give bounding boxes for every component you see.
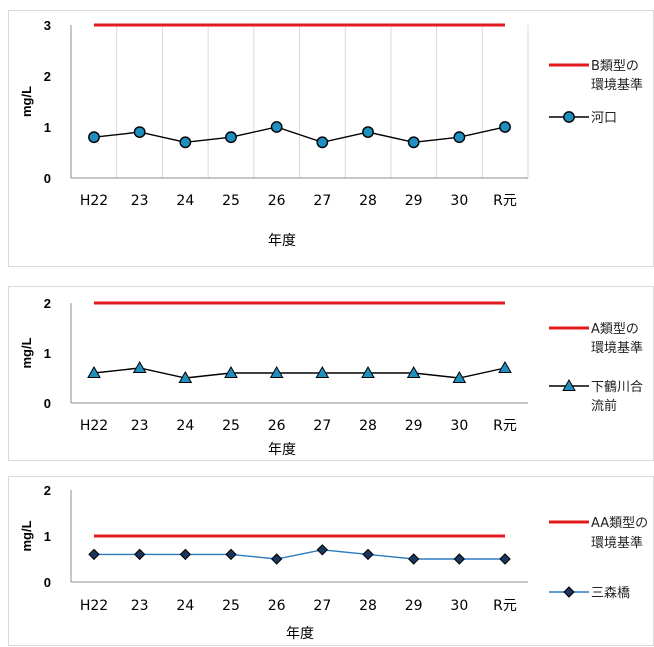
- series-line: [93, 367, 506, 379]
- x-tick-label: 28: [359, 418, 377, 434]
- data-point: [407, 553, 420, 565]
- data-point: [499, 553, 511, 565]
- x-tick-label: 23: [131, 598, 149, 614]
- data-point: [316, 136, 329, 149]
- y-tick-label: 0: [44, 171, 51, 186]
- data-point: [362, 126, 374, 139]
- x-tick-label: H22: [80, 193, 108, 209]
- data-point: [225, 131, 237, 144]
- x-tick-label: 28: [359, 193, 377, 209]
- data-point: [270, 553, 283, 565]
- y-axis-title: mg/L: [19, 520, 34, 551]
- x-tick-label: 29: [405, 598, 423, 614]
- x-tick-label: 27: [313, 418, 331, 434]
- data-point: [178, 370, 193, 383]
- x-axis-title: 年度: [268, 442, 296, 458]
- data-point: [179, 136, 192, 149]
- chart-panel-1: 0 1 2 3 H22 23 24 25 26 27 28 29 30 R元 年度 mg/L B類型の 環境基準河…: [8, 10, 654, 267]
- x-tick-label: 29: [405, 418, 423, 434]
- legend-label: 河口: [591, 111, 617, 126]
- data-point: [499, 121, 511, 133]
- data-point: [316, 544, 329, 556]
- x-tick-label: 29: [405, 193, 423, 209]
- chart-panel-3: 0 1 2 H22 23 24 25 26 27 28 29 30 R元年度 mg/L AA類型の環境基準三…: [8, 476, 654, 646]
- data-point: [362, 548, 374, 561]
- x-tick-label: 25: [222, 193, 240, 209]
- x-tick-label: 24: [176, 598, 194, 614]
- legend-label: 環境基準: [591, 340, 643, 356]
- y-tick-label: 2: [44, 296, 51, 311]
- data-point: [133, 548, 146, 561]
- x-tick-label: 28: [359, 598, 377, 614]
- y-axis-title: mg/L: [19, 86, 34, 117]
- x-tick-label: 27: [313, 193, 331, 209]
- data-point: [179, 548, 192, 561]
- data-point: [224, 365, 238, 378]
- legend-label: 下鶴川合: [591, 379, 643, 395]
- data-point: [407, 136, 420, 149]
- series-line: [93, 126, 506, 144]
- legend-label: A類型の: [591, 322, 639, 337]
- y-tick-label: 0: [44, 575, 51, 590]
- y-tick-label: 0: [44, 396, 51, 411]
- legend-label: 流前: [591, 398, 617, 414]
- y-tick-label: 3: [44, 18, 51, 33]
- data-point: [453, 553, 466, 565]
- data-point: [132, 360, 147, 373]
- data-point: [361, 365, 375, 378]
- data-point: [270, 121, 283, 133]
- data-point: [406, 365, 421, 378]
- x-tick-label: H22: [80, 598, 108, 614]
- y-tick-label: 1: [44, 346, 51, 361]
- legend-label: 環境基準: [591, 77, 643, 93]
- data-point: [315, 365, 330, 378]
- x-tick-label: 30: [450, 598, 468, 614]
- data-point: [225, 548, 237, 561]
- data-point: [133, 126, 146, 139]
- y-tick-label: 1: [44, 529, 51, 544]
- data-point: [452, 370, 467, 383]
- x-tick-label: 23: [131, 193, 149, 209]
- data-point: [88, 548, 100, 561]
- legend-label: AA類型の: [591, 516, 648, 531]
- x-tick-label: 24: [176, 418, 194, 434]
- data-point: [269, 365, 284, 378]
- legend-label: 三森橋: [591, 586, 630, 601]
- legend-marker: [563, 586, 575, 598]
- x-tick-label: 26: [268, 418, 286, 434]
- data-point: [87, 365, 101, 378]
- legend-marker: [563, 111, 575, 123]
- y-tick-label: 2: [44, 69, 51, 84]
- x-tick-label: 25: [222, 418, 240, 434]
- legend-label: 環境基準: [591, 535, 643, 551]
- legend-label: B類型の: [591, 59, 639, 74]
- x-tick-label: 26: [268, 193, 286, 209]
- legend-marker: [562, 378, 576, 391]
- x-tick-label: 30: [450, 193, 468, 209]
- x-tick-label: R元: [493, 193, 517, 209]
- x-tick-label: 24: [176, 193, 194, 209]
- x-tick-label: 30: [450, 418, 468, 434]
- x-axis-title: 年度: [268, 233, 296, 249]
- series-line: [94, 549, 505, 560]
- x-tick-label: 25: [222, 598, 240, 614]
- x-tick-label: R元: [493, 418, 517, 434]
- x-axis-title: 年度: [286, 626, 314, 642]
- chart-panel-2: 0 1 2 H22 23 24 25 26 27 28 29 30 R元年度 mg/L A類型の環境基準下鶴…: [8, 286, 654, 461]
- x-tick-label: 26: [268, 598, 286, 614]
- data-point: [88, 131, 100, 144]
- x-tick-label: H22: [80, 418, 108, 434]
- x-tick-label: 27: [313, 598, 331, 614]
- y-tick-label: 1: [44, 120, 51, 135]
- y-axis-title: mg/L: [19, 337, 34, 368]
- data-point: [453, 131, 466, 144]
- y-tick-label: 2: [44, 483, 51, 498]
- x-tick-label: 23: [131, 418, 149, 434]
- data-point: [498, 360, 512, 373]
- x-tick-label: R元: [493, 598, 517, 614]
